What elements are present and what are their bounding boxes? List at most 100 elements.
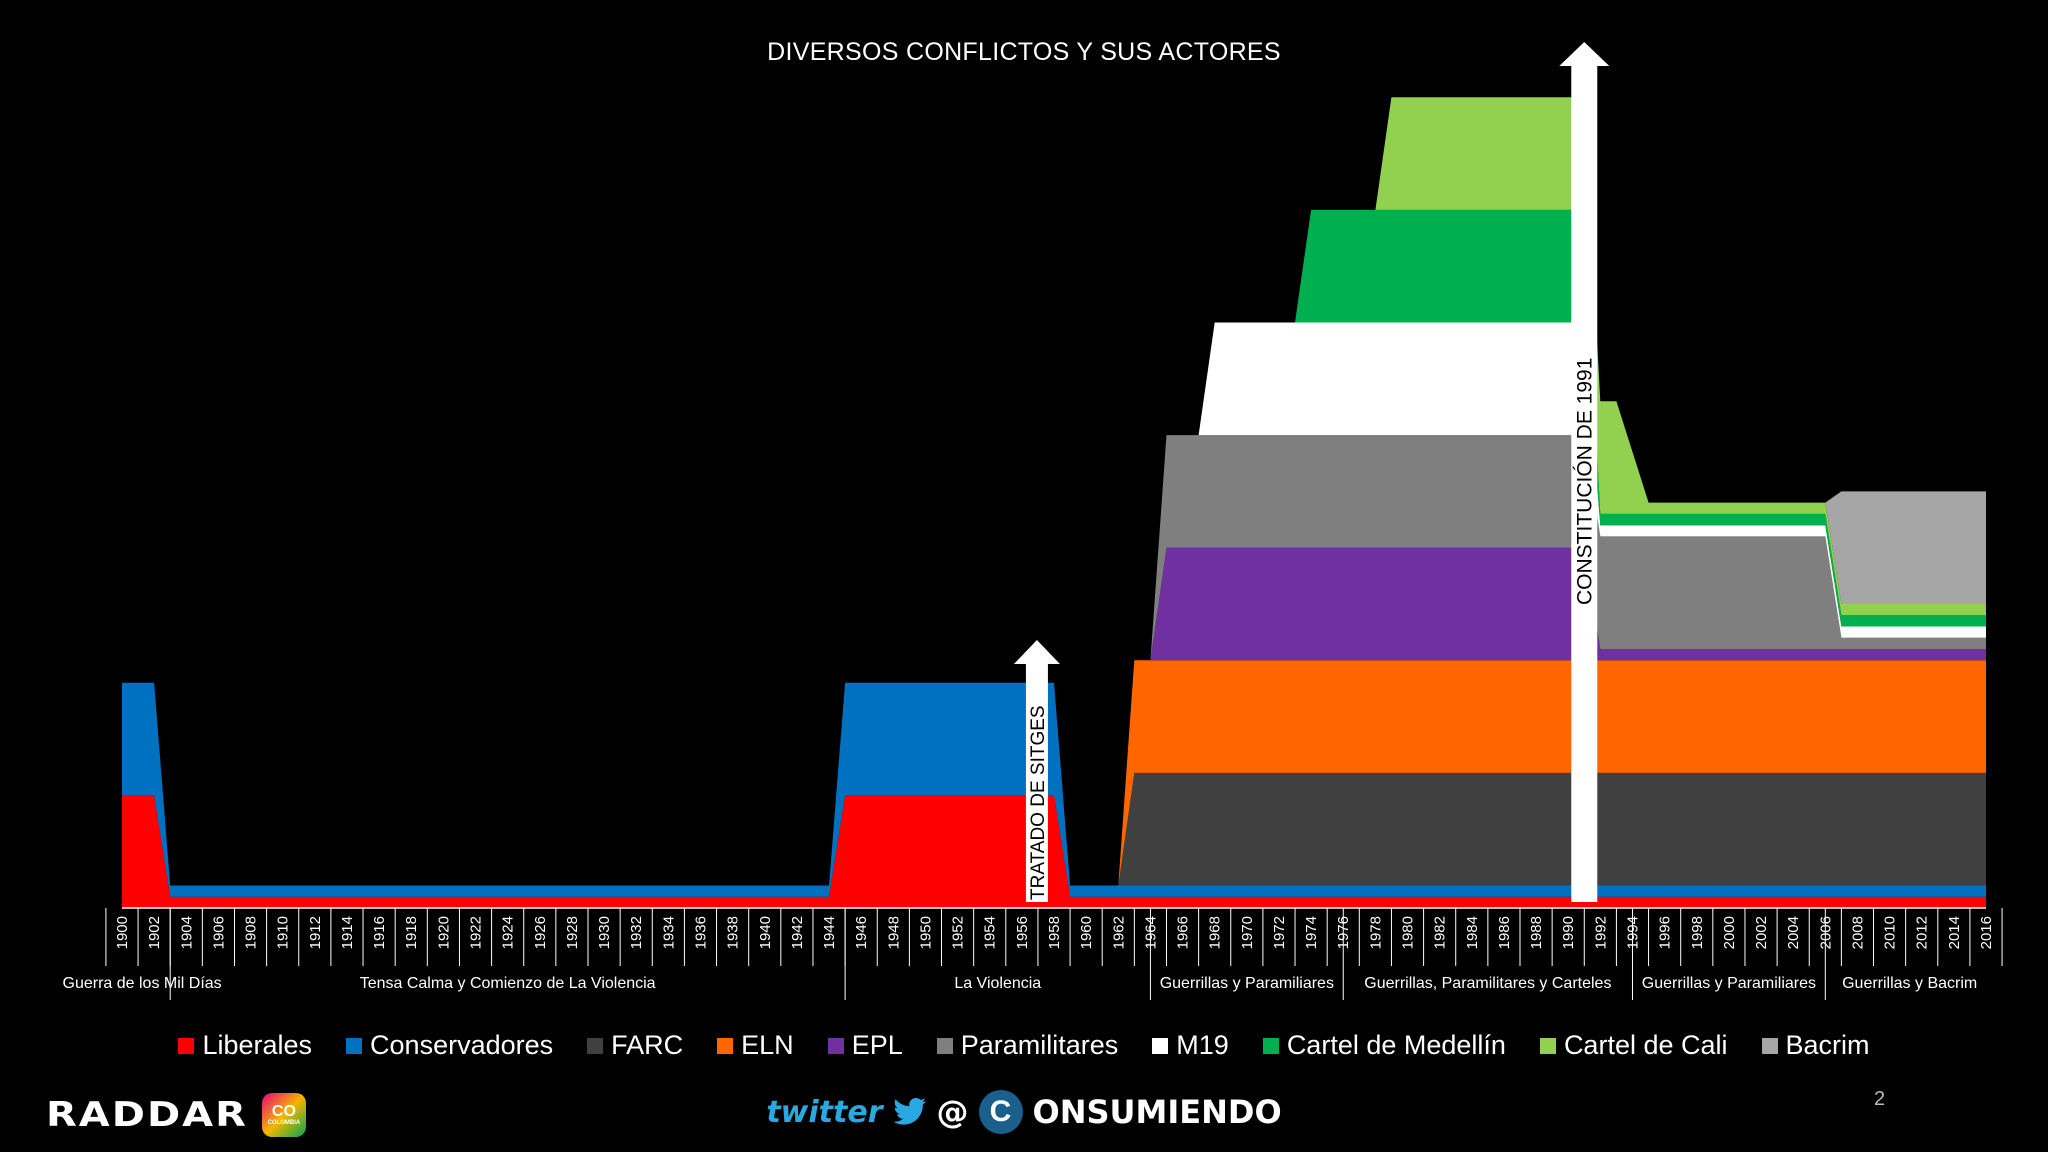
x-tick-label: 1942	[789, 916, 806, 949]
x-tick-label: 1972	[1271, 916, 1288, 949]
x-tick-label: 2008	[1849, 916, 1866, 949]
x-tick-label: 1940	[757, 916, 774, 949]
legend-label: Cartel de Medellín	[1286, 1030, 1506, 1060]
x-tick-label: 1988	[1528, 916, 1545, 949]
legend-swatch	[587, 1037, 604, 1054]
x-tick-label: 1958	[1046, 916, 1063, 949]
legend-label: Conservadores	[370, 1030, 554, 1060]
series-area-farc	[122, 682, 1986, 886]
page-number: 2	[1874, 1088, 1886, 1110]
x-tick-label: 1966	[1175, 916, 1192, 949]
x-tick-label: 1968	[1207, 916, 1224, 949]
period-label: Guerrillas y Bacrim	[1842, 975, 1977, 992]
x-tick-label: 1950	[917, 916, 934, 949]
legend-label: Liberales	[202, 1030, 313, 1060]
x-tick-label: 1938	[725, 916, 742, 949]
series-area-eln	[122, 660, 1986, 886]
x-tick-label: 1996	[1657, 916, 1674, 949]
legend-item: M19	[1152, 1030, 1229, 1061]
x-tick-label: 1930	[596, 916, 613, 949]
period-label: Guerrillas, Paramilitares y Carteles	[1364, 975, 1611, 992]
x-tick-label: 1992	[1592, 916, 1609, 949]
x-tick-label: 1978	[1367, 916, 1384, 949]
legend-label: Paramilitares	[960, 1030, 1119, 1060]
series-area-conservadores	[122, 682, 1986, 897]
legend-item: Liberales	[178, 1030, 312, 1061]
twitter-handle: twitter @ C ONSUMIENDO	[0, 1090, 2048, 1134]
x-tick-label: 1924	[500, 916, 517, 949]
period-label: La Violencia	[954, 975, 1041, 992]
x-tick-label: 1904	[178, 916, 195, 949]
series-area-liberales	[122, 795, 1986, 908]
handle-name: ONSUMIENDO	[1032, 1093, 1282, 1131]
x-tick-label: 1974	[1303, 916, 1320, 949]
x-tick-label: 1956	[1014, 916, 1031, 949]
x-tick-label: 1944	[821, 916, 838, 949]
legend-label: EPL	[851, 1030, 903, 1060]
x-tick-label: 1922	[468, 916, 485, 949]
legend-item: EPL	[827, 1030, 903, 1061]
chart-title: DIVERSOS CONFLICTOS Y SUS ACTORES	[767, 38, 1281, 66]
chart-legend: Liberales Conservadores FARC ELN EPL Paramili…	[0, 1030, 2048, 1061]
x-tick-label: 1934	[660, 916, 677, 949]
colombia-badge-label: COLOMBIA	[267, 1120, 301, 1126]
legend-item: FARC	[587, 1030, 683, 1061]
x-tick-label: 1986	[1496, 916, 1513, 949]
series-area-paramilitares	[122, 435, 1986, 886]
x-tick-label: 2012	[1914, 916, 1931, 949]
x-tick-label: 1984	[1464, 916, 1481, 949]
raddar-wordmark: RADDAR	[46, 1095, 248, 1135]
x-tick-label: 1936	[692, 916, 709, 949]
x-tick-label: 1914	[339, 916, 356, 949]
x-tick-label: 1998	[1689, 916, 1706, 949]
x-tick-label: 1962	[1110, 916, 1127, 949]
legend-swatch	[1761, 1037, 1778, 1054]
x-tick-label: 2002	[1753, 916, 1770, 949]
x-tick-label: 1946	[853, 916, 870, 949]
x-tick-label: 1912	[307, 916, 324, 949]
x-tick-label: 2014	[1946, 916, 1963, 949]
x-tick-label: 1906	[210, 916, 227, 949]
x-tick-label: 1916	[371, 916, 388, 949]
annotation-label: CONSTITUCIÓN DE 1991	[1573, 358, 1596, 605]
x-tick-label: 1980	[1400, 916, 1417, 949]
x-tick-label: 1910	[275, 916, 292, 949]
colombia-badge: CO COLOMBIA	[261, 1093, 306, 1137]
period-label: Tensa Calma y Comienzo de La Violencia	[360, 975, 656, 992]
legend-item: ELN	[717, 1030, 794, 1061]
annotation-label: TRATADO DE SITGES	[1028, 705, 1049, 900]
twitter-bird-icon	[892, 1098, 926, 1125]
legend-item: Cartel de Cali	[1539, 1030, 1728, 1061]
legend-swatch	[1262, 1037, 1279, 1054]
legend-swatch	[936, 1037, 953, 1054]
legend-label: Bacrim	[1785, 1030, 1870, 1060]
x-tick-label: 2010	[1882, 916, 1899, 949]
x-tick-label: 2004	[1785, 916, 1802, 949]
x-tick-label: 1948	[885, 916, 902, 949]
raddar-logo: RADDAR CO COLOMBIA	[46, 1092, 306, 1138]
x-tick-label: 1932	[628, 916, 645, 949]
legend-swatch	[346, 1037, 363, 1054]
twitter-wordmark: twitter	[766, 1094, 883, 1130]
x-tick-label: 1918	[403, 916, 420, 949]
legend-swatch	[1152, 1037, 1169, 1054]
legend-item: Cartel de Medellín	[1262, 1030, 1506, 1061]
x-tick-label: 1902	[146, 916, 163, 949]
annotation-arrow	[1013, 640, 1060, 902]
consumiendo-c-logo: C	[978, 1090, 1023, 1134]
x-tick-label: 1926	[532, 916, 549, 949]
period-label: Guerrillas y Paramiliares	[1642, 975, 1816, 992]
legend-swatch	[827, 1037, 844, 1054]
x-tick-label: 1970	[1239, 916, 1256, 949]
legend-item: Bacrim	[1761, 1030, 1870, 1061]
legend-swatch	[717, 1037, 734, 1054]
series-area-epl	[122, 547, 1986, 886]
series-area-cartel-de-cali	[122, 97, 1986, 886]
x-tick-label: 1908	[243, 916, 260, 949]
legend-item: Paramilitares	[936, 1030, 1119, 1061]
legend-label: ELN	[741, 1030, 794, 1060]
period-label: Guerrillas y Paramiliares	[1160, 975, 1334, 992]
legend-label: M19	[1176, 1030, 1229, 1060]
legend-swatch	[1539, 1037, 1556, 1054]
